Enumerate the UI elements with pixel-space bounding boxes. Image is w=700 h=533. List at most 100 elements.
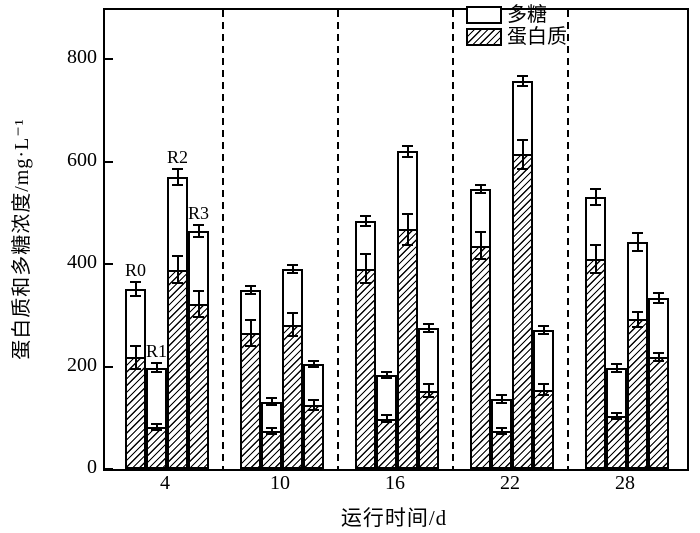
y-axis-tick (105, 58, 113, 61)
error-bar-cap (151, 370, 162, 373)
error-bar-cap (266, 433, 277, 436)
error-bar-line (385, 415, 388, 423)
error-bar-line (406, 146, 409, 157)
error-bar-cap (538, 325, 549, 328)
error-bar-line (615, 363, 618, 373)
error-bar-cap (653, 291, 664, 294)
error-bar-cap (517, 167, 528, 170)
error-bar-cap (130, 294, 141, 297)
error-bar-cap (653, 360, 664, 363)
error-bar-line (427, 384, 430, 397)
error-bar-cap (360, 214, 371, 217)
error-bar-cap (475, 231, 486, 234)
error-bar-line (657, 292, 660, 303)
error-bar-cap (496, 401, 507, 404)
bar-protein-segment (303, 404, 324, 469)
bar-protein-segment (470, 245, 491, 469)
error-bar-cap (496, 393, 507, 396)
error-bar-line (364, 254, 367, 284)
error-bar-line (176, 168, 179, 186)
x-axis-title: 运行时间/d (340, 506, 448, 530)
error-bar-cap (151, 428, 162, 431)
x-tick-label: 4 (160, 472, 170, 494)
error-bar-line (270, 398, 273, 406)
error-bar-line (636, 311, 639, 328)
error-bar-cap (632, 250, 643, 253)
error-bar-cap (193, 290, 204, 293)
error-bar-cap (308, 366, 319, 369)
error-bar-cap (245, 345, 256, 348)
x-tick-label: 16 (385, 472, 405, 494)
error-bar-cap (517, 139, 528, 142)
error-bar-cap (287, 312, 298, 315)
error-bar-cap (287, 334, 298, 337)
legend-swatch-protein-icon (466, 28, 502, 46)
group-separator (452, 10, 454, 469)
error-bar-cap (590, 204, 601, 207)
error-bar-cap (266, 427, 277, 430)
error-bar-cap (360, 253, 371, 256)
error-bar-cap (632, 310, 643, 313)
bar-protein-segment (397, 229, 418, 469)
bar-protein-segment (240, 333, 261, 469)
error-bar-line (134, 346, 137, 369)
error-bar-cap (538, 383, 549, 386)
group-separator (567, 10, 569, 469)
error-bar-line (270, 428, 273, 435)
y-tick-label: 600 (67, 148, 97, 171)
bar-protein-segment (606, 415, 627, 469)
error-bar-cap (130, 367, 141, 370)
error-bar-line (406, 213, 409, 245)
legend-swatch-polysaccharide-icon (466, 6, 502, 24)
error-bar-line (657, 353, 660, 362)
legend-item-polysaccharide: 多糖 (466, 4, 567, 26)
error-bar-cap (402, 145, 413, 148)
error-bar-line (594, 244, 597, 274)
error-bar-line (197, 225, 200, 238)
error-bar-line (291, 264, 294, 273)
legend-label-protein: 蛋白质 (507, 26, 567, 48)
legend-item-protein: 蛋白质 (466, 26, 567, 48)
error-bar-cap (653, 352, 664, 355)
bar-protein-segment (188, 304, 209, 469)
group-separator (337, 10, 339, 469)
error-bar-cap (130, 280, 141, 283)
y-tick-label: 400 (67, 251, 97, 274)
error-bar-line (594, 188, 597, 206)
bar-protein-segment (491, 431, 512, 469)
error-bar-cap (151, 362, 162, 365)
error-bar-cap (423, 322, 434, 325)
legend: 多糖 蛋白质 (466, 4, 567, 48)
error-bar-line (364, 215, 367, 227)
error-bar-line (479, 185, 482, 194)
error-bar-cap (172, 184, 183, 187)
error-bar-cap (308, 398, 319, 401)
error-bar-cap (381, 414, 392, 417)
error-bar-line (176, 256, 179, 284)
error-bar-line (521, 140, 524, 169)
y-tick-label: 0 (87, 456, 97, 478)
error-bar-cap (193, 315, 204, 318)
bar-protein-segment (282, 324, 303, 469)
error-bar-cap (517, 85, 528, 88)
error-bar-cap (402, 212, 413, 215)
reactor-label: R2 (166, 146, 188, 167)
error-bar-cap (653, 302, 664, 305)
error-bar-cap (360, 282, 371, 285)
error-bar-line (197, 291, 200, 317)
error-bar-cap (172, 167, 183, 170)
error-bar-cap (381, 421, 392, 424)
error-bar-line (155, 363, 158, 372)
error-bar-line (427, 323, 430, 332)
error-bar-cap (266, 397, 277, 400)
error-bar-line (385, 372, 388, 379)
error-bar-line (155, 424, 158, 430)
error-bar-cap (151, 423, 162, 426)
error-bar-line (521, 76, 524, 87)
bar-protein-segment (261, 431, 282, 469)
bar-protein-segment (146, 426, 167, 469)
error-bar-cap (475, 257, 486, 260)
error-bar-line (479, 232, 482, 259)
error-bar-cap (475, 192, 486, 195)
bar-protein-segment (627, 319, 648, 469)
